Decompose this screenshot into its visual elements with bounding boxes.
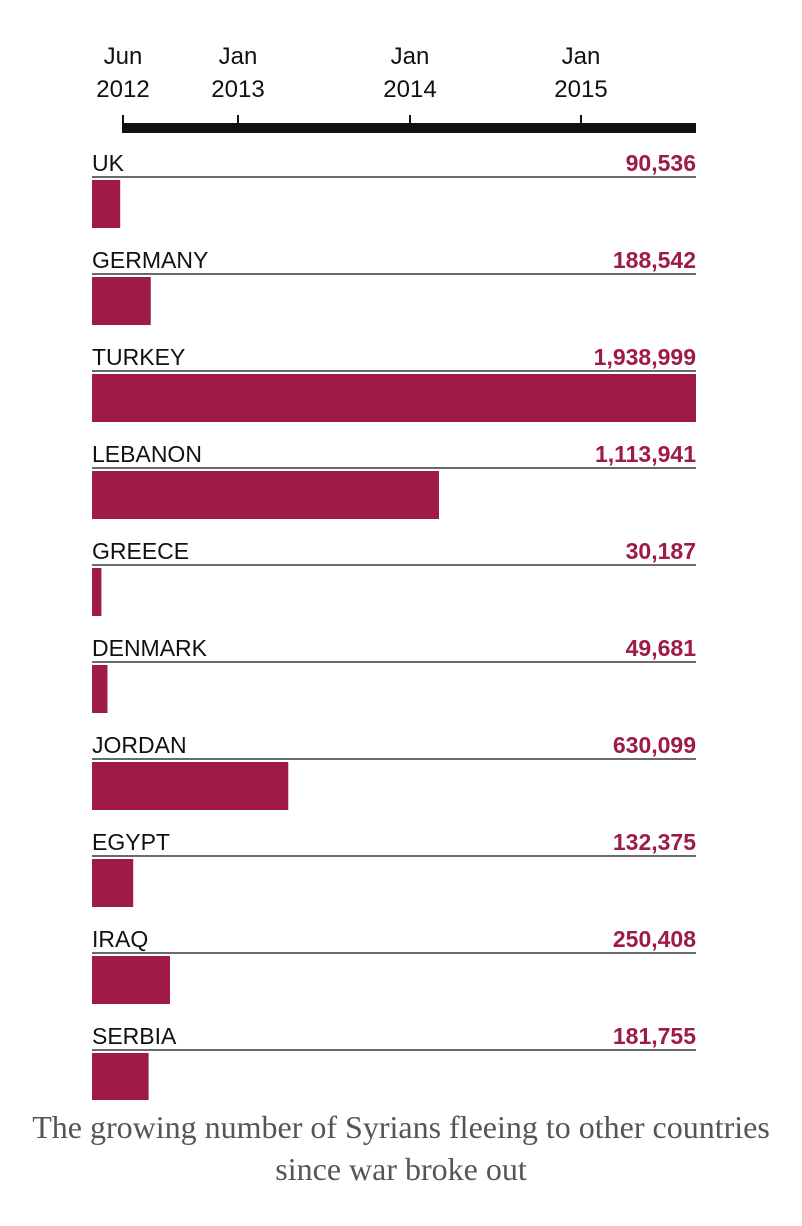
country-label: SERBIA xyxy=(92,1023,177,1049)
timeline-tick-year: 2012 xyxy=(96,76,149,103)
bar xyxy=(92,859,134,907)
bar xyxy=(92,277,151,325)
timeline-tick-month: Jan xyxy=(219,43,258,70)
country-label: UK xyxy=(92,150,125,176)
timeline-tick-year: 2015 xyxy=(554,76,607,103)
country-label: TURKEY xyxy=(92,344,185,370)
country-label: IRAQ xyxy=(92,926,148,952)
timeline-axis: Jun 2012 Jan 2013 Jan 2014 Jan 2015 xyxy=(96,43,696,133)
country-label: EGYPT xyxy=(92,829,170,855)
timeline-tick-month: Jun xyxy=(104,43,143,70)
bar xyxy=(92,956,171,1004)
bar xyxy=(92,762,289,810)
bar xyxy=(92,471,439,519)
timeline-tick-year: 2014 xyxy=(383,76,436,103)
country-label: JORDAN xyxy=(92,732,187,758)
country-rows: UK 90,536 GERMANY 188,542 TURKEY 1,938,999 LEB… xyxy=(92,150,696,1100)
refugee-bar-chart: Jun 2012 Jan 2013 Jan 2014 Jan 2015 UK 90,536 GER… xyxy=(92,43,696,1100)
timeline-tick-month: Jan xyxy=(391,43,430,70)
bar xyxy=(92,665,108,713)
value-label: 30,187 xyxy=(626,538,696,564)
value-label: 90,536 xyxy=(626,150,696,176)
value-label: 49,681 xyxy=(626,635,697,661)
bar xyxy=(92,180,121,228)
value-label: 250,408 xyxy=(613,926,696,952)
chart-caption: The growing number of Syrians fleeing to… xyxy=(32,1109,770,1187)
bar xyxy=(92,374,696,422)
value-label: 188,542 xyxy=(613,247,696,273)
value-label: 1,938,999 xyxy=(594,344,696,370)
value-label: 630,099 xyxy=(613,732,696,758)
country-label: GREECE xyxy=(92,538,189,564)
value-label: 181,755 xyxy=(613,1023,696,1049)
bar xyxy=(92,568,102,616)
timeline-tick-year: 2013 xyxy=(211,76,264,103)
value-label: 1,113,941 xyxy=(595,441,696,467)
country-label: GERMANY xyxy=(92,247,208,273)
timeline-tick-month: Jan xyxy=(562,43,601,70)
country-label: DENMARK xyxy=(92,635,208,661)
country-label: LEBANON xyxy=(92,441,202,467)
value-label: 132,375 xyxy=(613,829,696,855)
bar xyxy=(92,1053,149,1100)
